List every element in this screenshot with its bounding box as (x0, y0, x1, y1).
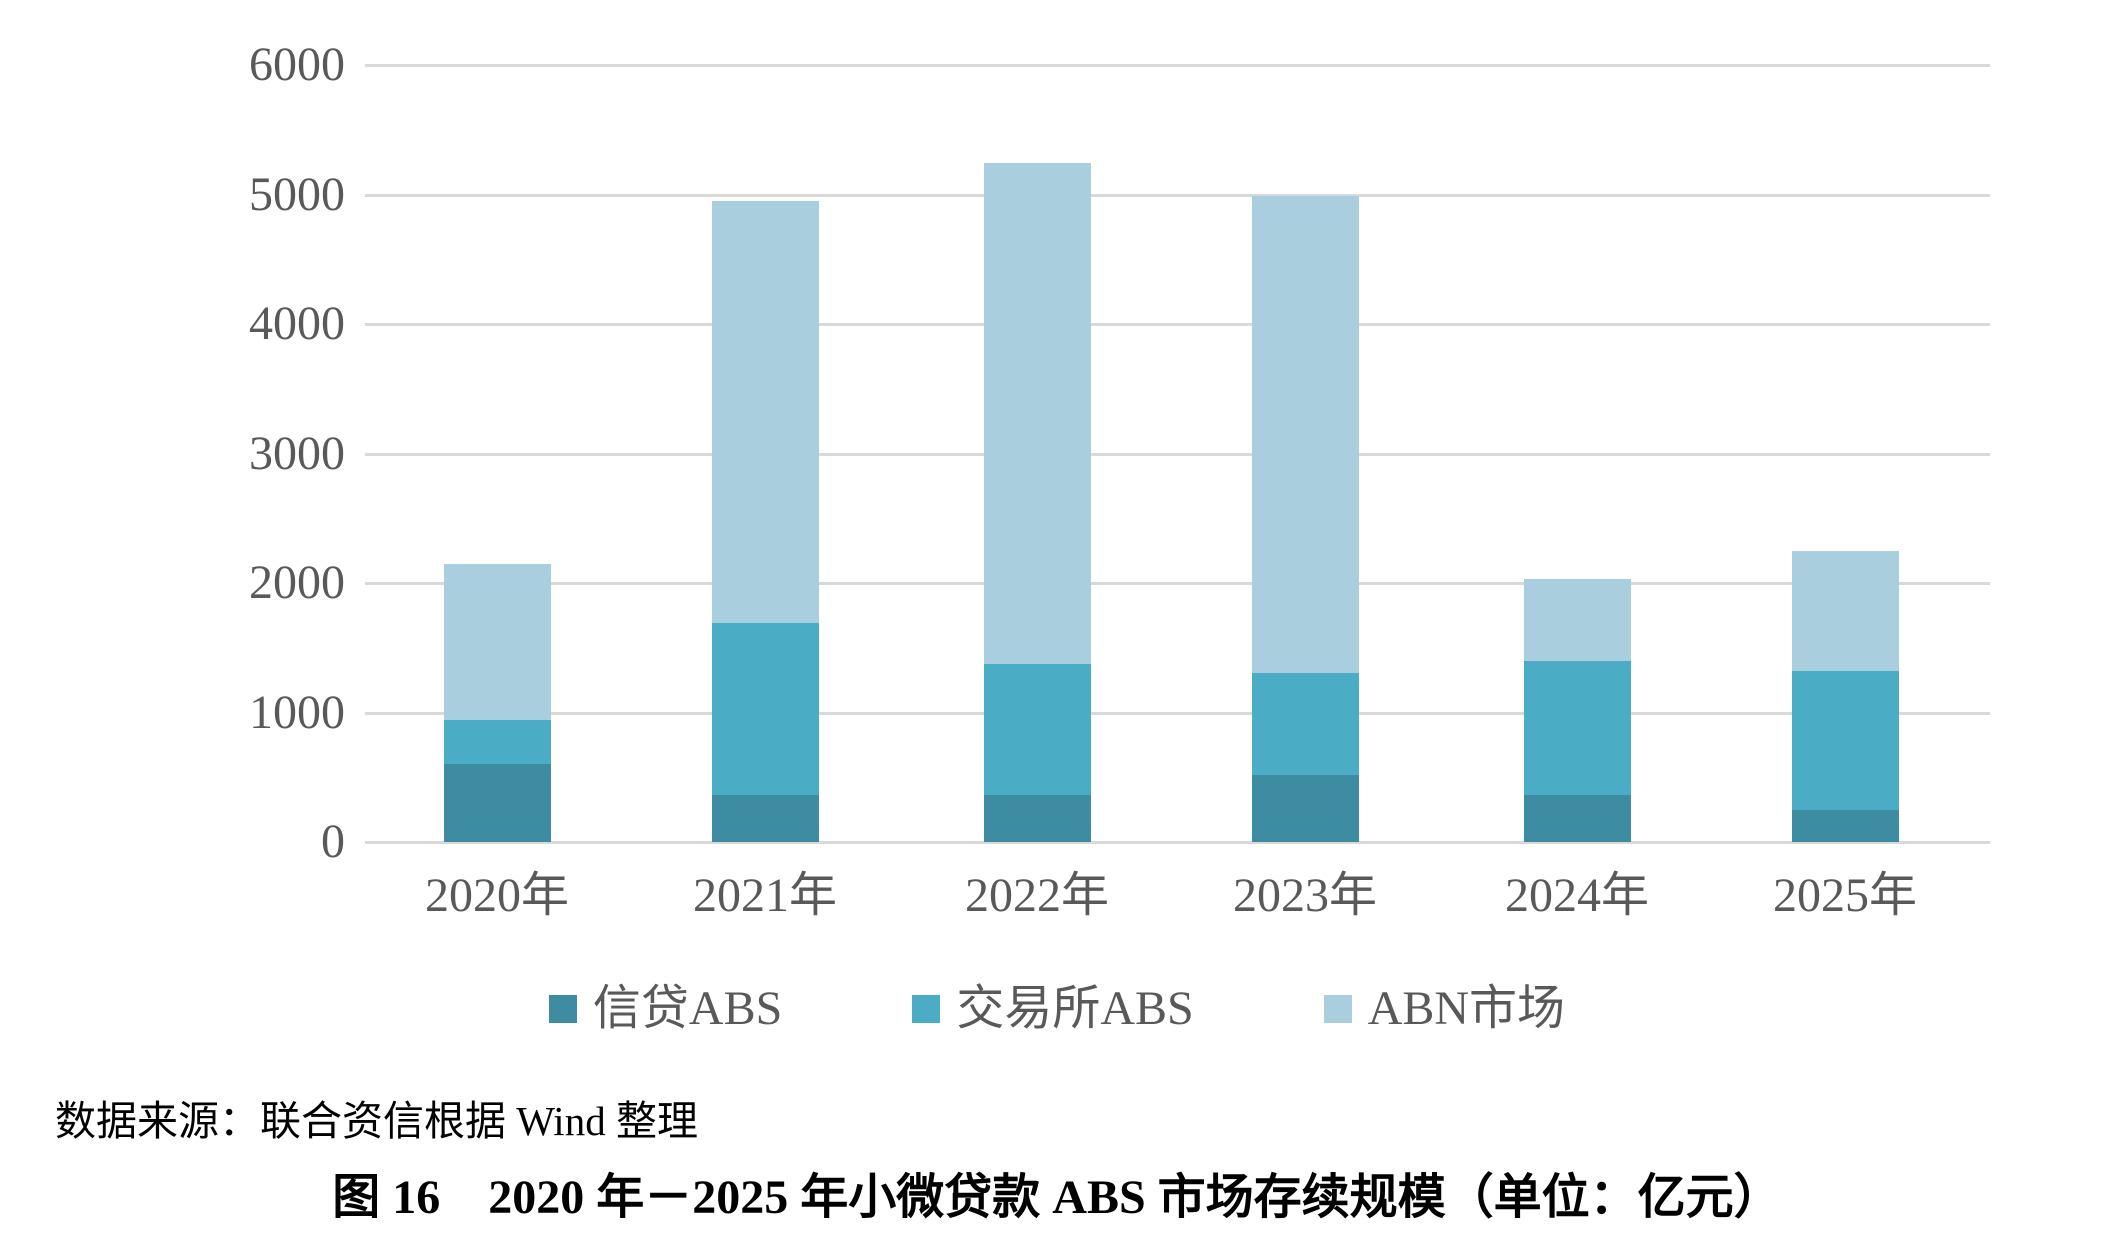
gridline-2000 (365, 582, 1990, 585)
bar-segment-2021年-ABN市场 (711, 200, 819, 623)
bar-segment-2021年-信贷ABS (711, 794, 819, 842)
bar-segment-2020年-交易所ABS (443, 720, 551, 765)
bar-segment-2022年-交易所ABS (983, 663, 1091, 796)
bar-segment-2020年-ABN市场 (443, 563, 551, 721)
y-tick-label-1000: 1000 (249, 685, 345, 739)
x-tick-label-2022年: 2022年 (964, 869, 1109, 922)
bar-segment-2025年-ABN市场 (1791, 551, 1899, 672)
gridline-6000 (365, 64, 1990, 67)
gridline-1000 (365, 711, 1990, 715)
gridline-4000 (365, 323, 1990, 326)
stacked-bar-chart-plot-area (365, 64, 1990, 844)
legend-swatch-icon (1323, 995, 1352, 1023)
legend-label: 信贷ABS (592, 982, 783, 1035)
x-tick-label-2023年: 2023年 (1232, 869, 1377, 922)
bar-segment-2024年-ABN市场 (1523, 579, 1631, 661)
legend-label: 交易所ABS (956, 982, 1194, 1035)
bar-segment-2023年-信贷ABS (1251, 775, 1359, 842)
bar-segment-2025年-信贷ABS (1791, 810, 1899, 842)
bar-segment-2020年-信贷ABS (443, 764, 551, 842)
bar-segment-2023年-交易所ABS (1251, 673, 1359, 776)
bar-segment-2022年-ABN市场 (983, 162, 1091, 664)
x-tick-label-2025年: 2025年 (1772, 869, 1917, 922)
bar-2020年 (443, 563, 551, 842)
gridline-3000 (365, 452, 1990, 456)
gridline-5000 (365, 193, 1990, 197)
bar-2024年 (1523, 579, 1631, 842)
bar-2022年 (983, 162, 1091, 842)
bar-2021年 (711, 200, 819, 842)
gridline-0 (365, 841, 1990, 844)
x-tick-label-2024年: 2024年 (1504, 869, 1649, 922)
bar-segment-2022年-信贷ABS (983, 795, 1091, 842)
bar-segment-2023年-ABN市场 (1251, 196, 1359, 674)
data-source-note: 数据来源：联合资信根据 Wind 整理 (55, 1098, 698, 1144)
y-tick-label-2000: 2000 (249, 556, 345, 609)
chart-legend: 信贷ABS 交易所ABS ABN市场 (0, 985, 2114, 1033)
bar-segment-2024年-交易所ABS (1523, 660, 1631, 796)
legend-swatch-icon (548, 995, 577, 1023)
legend-label: ABN市场 (1367, 982, 1566, 1035)
bar-2023年 (1251, 196, 1359, 842)
figure-caption: 图 16 2020 年－2025 年小微贷款 ABS 市场存续规模（单位：亿元） (332, 1171, 1782, 1224)
legend-item-交易所ABS: 交易所ABS (912, 982, 1194, 1035)
x-tick-label-2021年: 2021年 (692, 869, 837, 922)
y-tick-label-0: 0 (321, 815, 345, 868)
y-tick-label-6000: 6000 (249, 38, 345, 91)
legend-item-ABN市场: ABN市场 (1323, 982, 1566, 1035)
bar-segment-2024年-信贷ABS (1523, 795, 1631, 842)
bar-segment-2025年-交易所ABS (1791, 671, 1899, 811)
legend-item-信贷ABS: 信贷ABS (548, 982, 783, 1035)
y-tick-label-3000: 3000 (249, 426, 345, 480)
legend-swatch-icon (912, 995, 941, 1023)
y-tick-label-4000: 4000 (249, 297, 345, 350)
bar-segment-2021年-交易所ABS (711, 622, 819, 795)
bar-2025年 (1791, 551, 1899, 842)
x-tick-label-2020年: 2020年 (424, 869, 569, 922)
y-tick-label-5000: 5000 (249, 167, 345, 221)
